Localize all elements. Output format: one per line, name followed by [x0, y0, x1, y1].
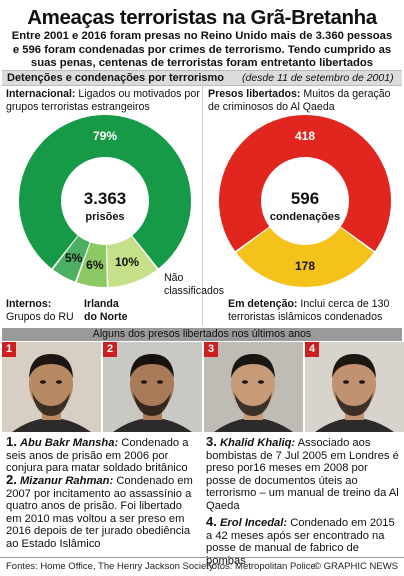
label-irlanda: Irlanda do Norte [84, 298, 128, 323]
portrait-eye-left [141, 380, 147, 384]
portrait-shoulders [12, 418, 91, 432]
footer-copyright: © GRAPHIC NEWS [313, 561, 398, 572]
portrait-shoulders [315, 418, 394, 432]
bio-number: 3. [206, 434, 217, 449]
portrait-hair [332, 354, 376, 378]
portrait-face [231, 356, 275, 412]
portrait-beard [335, 392, 373, 416]
bio-name: Erol Incedal: [219, 517, 288, 529]
portrait-face [29, 356, 73, 412]
portrait-hair [231, 354, 275, 378]
bio-name: Abu Bakr Mansha: [19, 437, 119, 449]
left-slice-label-1: 79% [93, 129, 117, 143]
caption-text: Inclui cerca de 130 terroristas islâmico… [228, 298, 390, 323]
page-title: Ameaças terroristas na Grã-Bretanha [27, 6, 377, 29]
section-header-released: Alguns dos presos libertados nos últimos… [2, 328, 402, 341]
label-nao-classificados: Não classificados [164, 272, 225, 297]
portrait-hair [130, 354, 174, 378]
photo-3: 3 [204, 342, 303, 432]
portrait-2 [103, 342, 202, 432]
left-slice-4 [53, 236, 90, 282]
left-top-caption: Internacional: Ligados ou motivados por … [6, 88, 201, 113]
portrait-shoulders [113, 418, 192, 432]
right-bottom-caption: Em detenção: Inclui cerca de 130 terrori… [228, 298, 398, 323]
footer-sources: Fontes: Home Office, The Henry Jackson S… [6, 561, 214, 572]
caption-bold: Presos libertados: [208, 88, 301, 100]
right-top-caption: Presos libertados: Muitos da geração de … [208, 88, 400, 113]
photo-number-badge: 4 [305, 342, 319, 357]
bio-number: 4. [206, 514, 217, 529]
bio-number: 1. [6, 434, 17, 449]
bio-name: Khalid Khaliq: [219, 437, 296, 449]
section-subtitle: (desde 11 de setembro de 2001) [242, 72, 394, 84]
right-slice-label-1: 418 [295, 129, 315, 143]
portrait-beard [133, 392, 171, 416]
bio-text: Condenado a seis anos de prisão em 2006 … [6, 437, 189, 475]
bio-text: Condenado em 2007 por incitamento ao ass… [6, 475, 193, 550]
left-slice-2 [106, 236, 157, 287]
caption-bold: Internacional: [6, 88, 76, 100]
portrait-hair [29, 354, 73, 378]
left-slice-3 [76, 242, 107, 287]
photo-1: 1 [2, 342, 101, 432]
right-center-value: 596 [291, 189, 319, 208]
right-donut-chart: 418 178 596 condenações [219, 115, 391, 287]
section-header-detentions: Detenções e condenações por terrorismo (… [2, 70, 402, 86]
portrait-1 [2, 342, 101, 432]
caption-text: Muitos da geração de criminosos do Al Qa… [208, 88, 391, 113]
right-slice-2 [236, 227, 374, 287]
section-title: Alguns dos presos libertados nos últimos… [92, 328, 312, 340]
bio-number: 2. [6, 472, 17, 487]
photo-number-badge: 3 [204, 342, 218, 357]
portrait-eye-right [56, 380, 62, 384]
bio-3: 3. Khalid Khaliq: Associado aos bombista… [206, 434, 400, 513]
caption-bold: Em detenção: [228, 298, 298, 310]
photo-number-badge: 1 [2, 342, 16, 357]
right-slice-label-2: 178 [295, 259, 315, 273]
bio-name: Mizanur Rahman: [19, 475, 114, 487]
left-slice-label-4: 5% [65, 251, 83, 265]
portrait-beard [32, 392, 70, 416]
bio-2: 2. Mizanur Rahman: Condenado em 2007 por… [6, 472, 200, 551]
photo-4: 4 [305, 342, 404, 432]
caption-bold: Internos: [6, 298, 52, 310]
footer-photos: Fotos: Metropolitan Police [206, 561, 316, 572]
left-internos-caption: Internos: Grupos do RU [6, 298, 76, 323]
caption-text: Grupos do RU [6, 310, 74, 323]
left-slice-label-2: 10% [115, 255, 139, 269]
caption-text: Ligados ou motivados por grupos terroris… [6, 88, 200, 113]
photo-2: 2 [103, 342, 202, 432]
portrait-face [332, 356, 376, 412]
column-divider [202, 86, 203, 326]
intro-text: Entre 2001 e 2016 foram presas no Reino … [11, 30, 393, 69]
left-center-label: prisões [85, 211, 124, 223]
portrait-eye-left [242, 380, 248, 384]
left-donut-slices: 79% 10% 6%5% [19, 115, 192, 287]
section-title: Detenções e condenações por terrorismo [7, 72, 225, 84]
right-slice-1 [219, 115, 391, 252]
portrait-eye-left [343, 380, 349, 384]
portrait-3 [204, 342, 303, 432]
left-slice-1 [19, 115, 192, 269]
portrait-shoulders [214, 418, 293, 432]
portrait-eye-right [157, 380, 163, 384]
portrait-face [130, 356, 174, 412]
bio-text: Associado aos bombistas de 7 Jul 2005 em… [206, 437, 399, 512]
portrait-eye-right [359, 380, 365, 384]
left-donut-chart: 79% 10% 6%5% 3.363 prisões [19, 115, 192, 287]
portrait-4 [305, 342, 404, 432]
portrait-eye-left [40, 380, 46, 384]
portrait-beard [234, 392, 272, 416]
bio-1: 1. Abu Bakr Mansha: Condenado a seis ano… [6, 434, 200, 475]
right-center-label: condenações [270, 211, 340, 223]
footer: Fontes: Home Office, The Henry Jackson S… [0, 557, 404, 576]
right-donut-slices: 418 178 [219, 115, 391, 287]
left-center-value: 3.363 [84, 189, 127, 208]
left-slice-label-3: 6% [86, 258, 104, 272]
photo-number-badge: 2 [103, 342, 117, 357]
portrait-eye-right [258, 380, 264, 384]
